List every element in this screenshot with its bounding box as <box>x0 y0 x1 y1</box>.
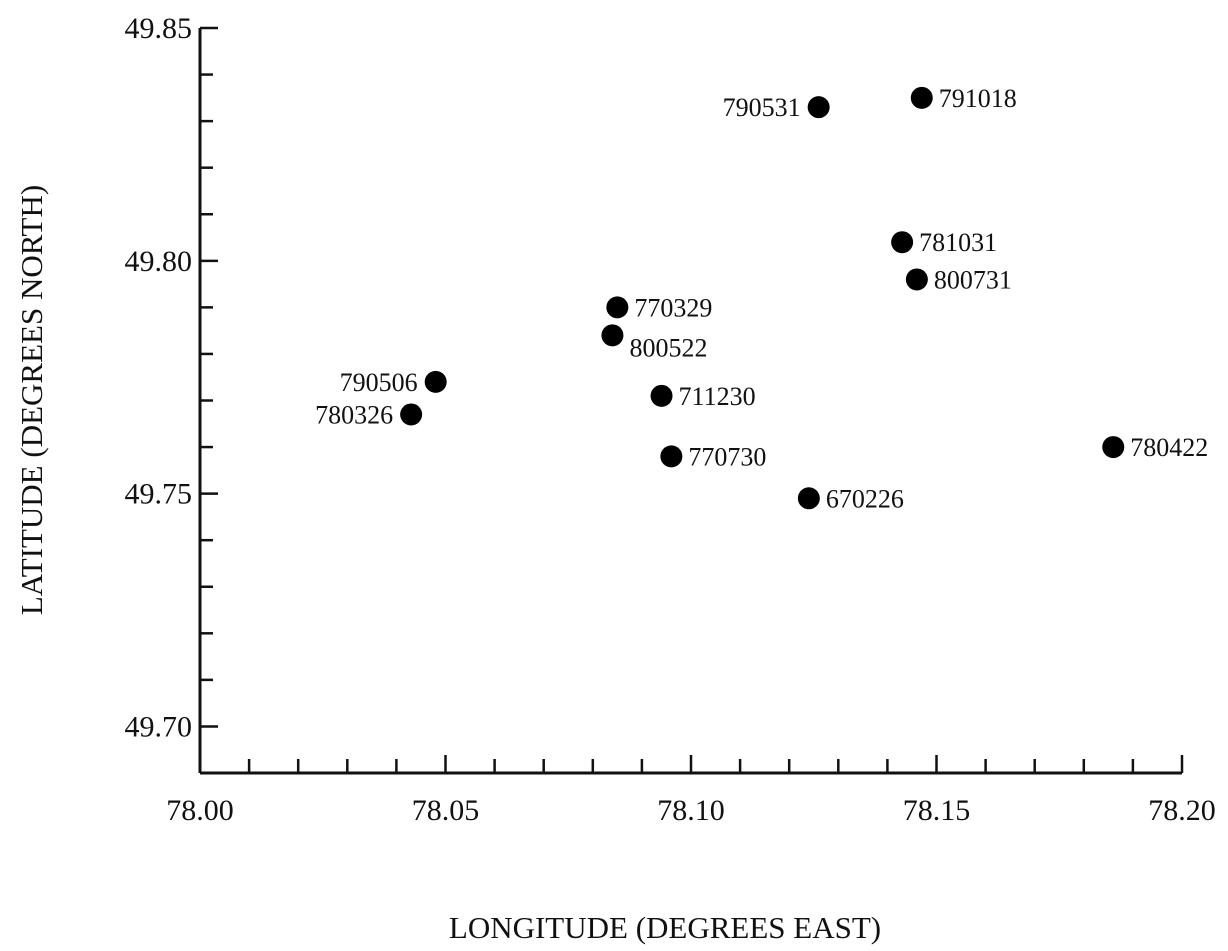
x-tick-label: 78.15 <box>903 794 971 827</box>
data-point <box>650 384 673 407</box>
y-tick-label: 49.80 <box>125 245 193 278</box>
data-point <box>797 487 820 510</box>
point-label: 711230 <box>679 382 756 411</box>
x-axis-title: LONGITUDE (DEGREES EAST) <box>449 910 881 945</box>
y-tick-label: 49.70 <box>125 710 193 743</box>
tick-labels: 78.00 78.05 78.10 78.15 78.20 49.70 49.75 49.80… <box>125 12 1216 827</box>
point-label: 791018 <box>939 84 1017 113</box>
point-label: 781031 <box>919 228 997 257</box>
y-tick-label: 49.85 <box>125 12 193 45</box>
data-point <box>910 86 933 109</box>
point-label: 770329 <box>634 293 712 322</box>
data-point <box>400 403 423 426</box>
point-label: 780326 <box>315 400 393 429</box>
x-tick-label: 78.10 <box>657 794 725 827</box>
point-label: 800731 <box>934 265 1012 294</box>
point-label: 790506 <box>340 368 418 397</box>
point-label: 670226 <box>826 484 904 513</box>
data-point <box>606 296 629 319</box>
y-axis-title: LATITUDE (DEGREES NORTH) <box>14 185 49 615</box>
data-point <box>424 370 447 393</box>
data-point <box>1102 436 1125 459</box>
x-tick-label: 78.05 <box>412 794 480 827</box>
ticks <box>198 26 1184 775</box>
x-tick-label: 78.00 <box>166 794 234 827</box>
point-label: 780422 <box>1130 433 1208 462</box>
data-point <box>891 231 914 254</box>
data-point <box>660 445 683 468</box>
data-points: 790531 791018 781031 800731 770329 800522 7905… <box>315 84 1208 513</box>
x-tick-label: 78.20 <box>1148 794 1216 827</box>
data-point <box>601 324 624 347</box>
data-point <box>905 268 928 291</box>
data-point <box>807 96 830 119</box>
point-label: 770730 <box>688 442 766 471</box>
y-tick-label: 49.75 <box>125 478 193 511</box>
point-label: 790531 <box>723 93 801 122</box>
point-label: 800522 <box>629 333 707 362</box>
